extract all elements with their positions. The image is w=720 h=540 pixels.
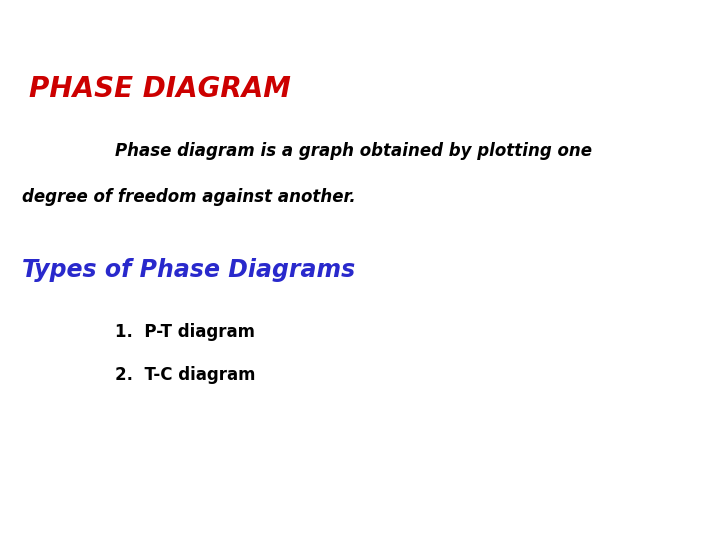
- Text: 1.  P-T diagram: 1. P-T diagram: [115, 323, 255, 341]
- Text: degree of freedom against another.: degree of freedom against another.: [22, 188, 356, 206]
- Text: 2.  T-C diagram: 2. T-C diagram: [115, 366, 256, 384]
- Text: PHASE DIAGRAM: PHASE DIAGRAM: [29, 75, 291, 103]
- Text: Types of Phase Diagrams: Types of Phase Diagrams: [22, 258, 355, 282]
- Text: Phase diagram is a graph obtained by plotting one: Phase diagram is a graph obtained by plo…: [115, 142, 593, 160]
